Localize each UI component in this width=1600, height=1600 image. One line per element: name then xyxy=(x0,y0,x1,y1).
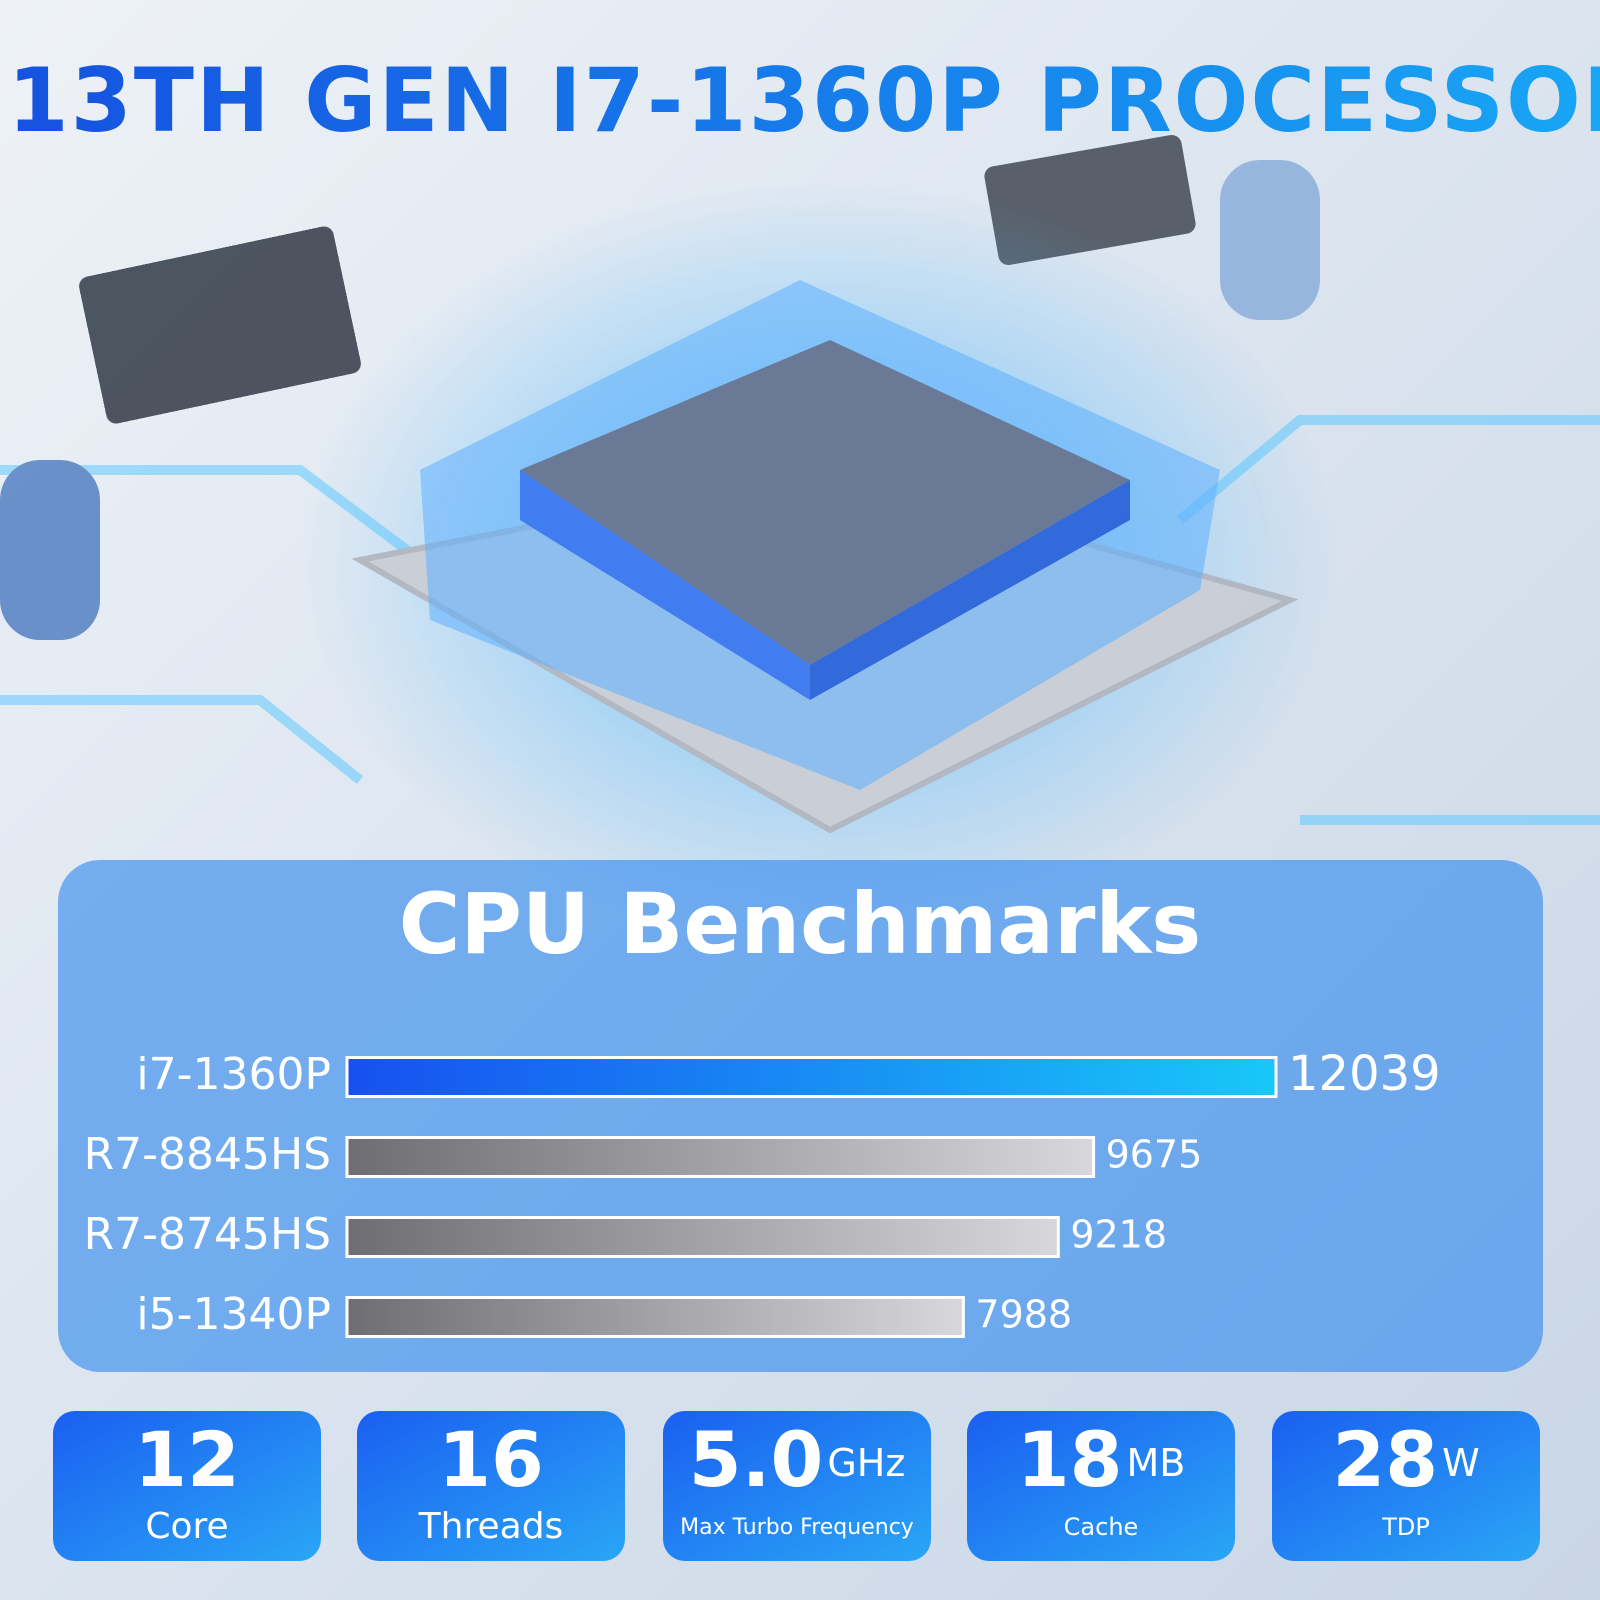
title: 13TH GEN I7-1360P PROCESSOR xyxy=(7,49,1600,152)
spec-unit: MB xyxy=(1126,1441,1185,1485)
category-label: R7-8745HS xyxy=(84,1209,331,1260)
value-label: 7988 xyxy=(975,1293,1072,1337)
spec-label: TDP xyxy=(1381,1513,1430,1541)
bar xyxy=(345,1296,965,1338)
category-label: i5-1340P xyxy=(136,1289,331,1340)
decor xyxy=(0,134,1600,940)
spec-number: 5.0 xyxy=(689,1415,824,1504)
spec-label: Threads xyxy=(418,1506,564,1547)
value-label: 9218 xyxy=(1070,1213,1167,1257)
value-label: 9675 xyxy=(1106,1133,1203,1177)
value-label: 12039 xyxy=(1288,1046,1441,1102)
spec-value: 5.0 GHz xyxy=(689,1415,906,1504)
spec-number: 18 xyxy=(1017,1415,1123,1504)
category-label: R7-8845HS xyxy=(84,1129,331,1180)
spec-box xyxy=(357,1411,625,1561)
spec-box xyxy=(53,1411,321,1561)
spec-value: 28 W xyxy=(1332,1415,1479,1504)
spec-label: Cache xyxy=(1064,1513,1139,1541)
spec-unit: GHz xyxy=(827,1441,905,1485)
spec-value: 16 xyxy=(438,1415,544,1504)
spec-box xyxy=(967,1411,1235,1561)
spec-number: 28 xyxy=(1332,1415,1438,1504)
spec-unit: W xyxy=(1442,1441,1480,1485)
chart-title: CPU Benchmarks xyxy=(399,875,1202,973)
spec-value: 18 MB xyxy=(1017,1415,1186,1504)
spec-label: Core xyxy=(145,1506,228,1547)
category-label: i7-1360P xyxy=(136,1049,331,1100)
bar xyxy=(345,1216,1060,1258)
spec-label: Max Turbo Frequency xyxy=(680,1515,914,1540)
spec-box xyxy=(1272,1411,1540,1561)
bar xyxy=(345,1056,1278,1098)
bar-chart: i7-1360P 12039 R7-8845HS 9675 R7-8745HS 9218 i… xyxy=(84,1046,1441,1340)
spec-number: 12 xyxy=(134,1415,240,1504)
spec-value: 12 xyxy=(134,1415,240,1504)
bar xyxy=(345,1136,1096,1178)
spec-number: 16 xyxy=(438,1415,544,1504)
spec-box xyxy=(663,1411,931,1561)
